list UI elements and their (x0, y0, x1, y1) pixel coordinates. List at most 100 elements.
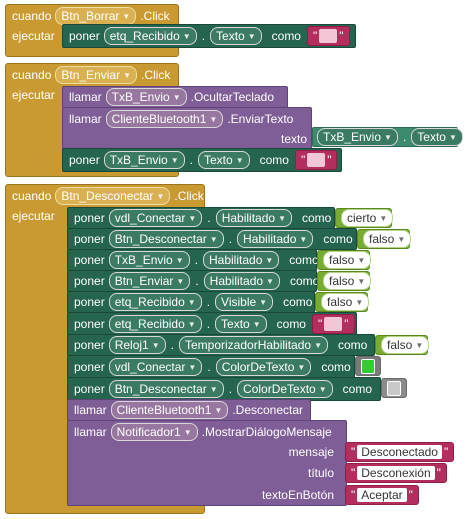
call-statement[interactable]: llamar ClienteBluetooth1 ▼ .Desconectar (67, 399, 311, 421)
set-statement[interactable]: poner Btn_Desconectar ▼ . Habilitado ▼ com… (67, 228, 357, 250)
llamar-label: llamar (69, 90, 102, 104)
dot-separator: . (195, 274, 199, 288)
chevron-down-icon: ▼ (415, 340, 424, 350)
text-block-mensaje[interactable]: " Desconectado " (345, 442, 455, 462)
empty-text-block[interactable]: " " (294, 150, 338, 170)
dot-separator: . (206, 317, 211, 331)
set-statement[interactable]: poner etq_Recibido ▼ . Texto ▼ como " " (67, 312, 357, 336)
set-statement[interactable]: poner vdl_Conectar ▼ . ColorDeTexto ▼ como (67, 355, 355, 379)
chevron-down-icon: ▼ (357, 255, 366, 265)
boolean-block[interactable]: falso ▼ (375, 335, 430, 355)
event-name: .Click (141, 68, 171, 82)
property-dropdown[interactable]: Texto ▼ (198, 151, 250, 169)
poner-label: poner (69, 29, 100, 43)
component-dropdown[interactable]: Btn_Desconectar ▼ (108, 230, 224, 248)
chevron-down-icon: ▼ (188, 362, 197, 372)
como-label: como (276, 317, 306, 331)
set-statement[interactable]: poner vdl_Conectar ▼ . Habilitado ▼ como (67, 207, 335, 229)
text-field[interactable]: Desconectado (357, 445, 442, 459)
set-statement[interactable]: poner TxB_Envio ▼ . Habilitado ▼ como (67, 249, 319, 271)
text-field[interactable]: Desconexión (357, 466, 435, 480)
component-dropdown[interactable]: ClienteBluetooth1 ▼ (105, 110, 224, 128)
chevron-down-icon: ▼ (379, 213, 388, 223)
call-statement-enviar-texto[interactable]: llamar ClienteBluetooth1 ▼ .EnviarTexto t… (62, 107, 312, 149)
property-dropdown[interactable]: Texto ▼ (210, 27, 262, 45)
quote-close: " (436, 466, 441, 480)
component-dropdown[interactable]: Btn_Desconectar ▼ (108, 380, 224, 398)
boolean-block[interactable]: cierto ▼ (335, 208, 394, 228)
set-statement[interactable]: poner etq_Recibido ▼ . Visible ▼ como (67, 291, 315, 313)
component-dropdown[interactable]: ClienteBluetooth1 ▼ (110, 401, 229, 419)
text-block-texto-en-boton[interactable]: " Aceptar " (345, 485, 419, 505)
boolean-dropdown[interactable]: falso ▼ (363, 230, 412, 248)
empty-text-block[interactable]: " " (311, 314, 355, 334)
color-swatch[interactable] (387, 380, 401, 396)
property-dropdown[interactable]: Texto ▼ (215, 315, 267, 333)
poner-label: poner (74, 338, 105, 352)
boolean-dropdown[interactable]: falso ▼ (323, 272, 372, 290)
boolean-dropdown[interactable]: cierto ▼ (341, 209, 394, 227)
component-dropdown[interactable]: Btn_Borrar ▼ (55, 7, 137, 25)
boolean-dropdown[interactable]: falso ▼ (323, 251, 372, 269)
component-dropdown[interactable]: TxB_Envio ▼ (317, 128, 398, 146)
set-statement[interactable]: poner etq_Recibido ▼ . Texto ▼ como " " (62, 24, 356, 48)
call-statement-mostrar-dialogo[interactable]: llamar Notificador1 ▼ .MostrarDiálogoMens… (67, 420, 347, 506)
property-dropdown[interactable]: ColorDeTexto ▼ (237, 380, 333, 398)
color-swatch[interactable] (361, 358, 375, 374)
color-block-gray[interactable] (381, 378, 407, 398)
chevron-down-icon: ▼ (176, 276, 185, 286)
property-dropdown[interactable]: Visible ▼ (215, 293, 274, 311)
poner-label: poner (74, 360, 105, 374)
chevron-down-icon: ▼ (355, 297, 364, 307)
quote-open: " (317, 317, 323, 331)
chevron-down-icon: ▼ (278, 213, 286, 223)
property-dropdown[interactable]: TemporizadorHabilitado ▼ (179, 336, 328, 354)
component-dropdown[interactable]: Btn_Enviar ▼ (55, 66, 137, 84)
text-field[interactable] (324, 317, 343, 331)
boolean-dropdown[interactable]: falso ▼ (381, 336, 430, 354)
set-statement[interactable]: poner Btn_Enviar ▼ . Habilitado ▼ como (67, 270, 319, 292)
property-dropdown[interactable]: Habilitado ▼ (215, 209, 292, 227)
component-dropdown[interactable]: vdl_Conectar ▼ (108, 209, 203, 227)
param-label: texto (280, 132, 307, 146)
chevron-down-icon: ▼ (209, 234, 218, 244)
quote-open: " (351, 488, 356, 502)
property-dropdown[interactable]: Habilitado ▼ (203, 272, 280, 290)
chevron-down-icon: ▼ (297, 362, 306, 372)
component-dropdown[interactable]: etq_Recibido ▼ (103, 27, 197, 45)
component-dropdown[interactable]: etq_Recibido ▼ (108, 293, 202, 311)
component-dropdown[interactable]: TxB_Envio ▼ (108, 251, 190, 269)
component-dropdown[interactable]: TxB_Envio ▼ (105, 88, 187, 106)
component-dropdown[interactable]: Reloj1 ▼ (108, 336, 166, 354)
text-field[interactable]: Aceptar (357, 488, 407, 502)
boolean-block[interactable]: falso ▼ (357, 229, 412, 249)
color-block-green[interactable] (355, 356, 381, 376)
property-dropdown[interactable]: ColorDeTexto ▼ (215, 358, 312, 376)
poner-label: poner (74, 382, 105, 396)
dot-separator: . (189, 153, 193, 167)
component-dropdown[interactable]: etq_Recibido ▼ (108, 315, 202, 333)
component-dropdown[interactable]: Btn_Desconectar ▼ (55, 187, 171, 205)
set-statement[interactable]: poner Reloj1 ▼ . TemporizadorHabilitado ▼ … (67, 334, 375, 356)
getter-block[interactable]: TxB_Envio ▼ . Texto ▼ (312, 127, 463, 147)
component-dropdown[interactable]: vdl_Conectar ▼ (108, 358, 203, 376)
boolean-dropdown[interactable]: falso ▼ (321, 293, 370, 311)
component-dropdown[interactable]: Btn_Enviar ▼ (108, 272, 191, 290)
boolean-block[interactable]: falso ▼ (317, 271, 372, 291)
text-field[interactable] (307, 153, 326, 167)
boolean-block[interactable]: falso ▼ (315, 292, 370, 312)
property-dropdown[interactable]: Habilitado ▼ (203, 251, 280, 269)
component-dropdown[interactable]: TxB_Envio ▼ (103, 151, 185, 169)
cuando-label: cuando (12, 68, 52, 82)
text-field[interactable] (319, 29, 338, 43)
call-statement[interactable]: llamar TxB_Envio ▼ .OcultarTeclado (62, 86, 288, 108)
empty-text-block[interactable]: " " (306, 26, 350, 46)
component-dropdown[interactable]: Notificador1 ▼ (110, 423, 198, 441)
property-dropdown[interactable]: Habilitado ▼ (237, 230, 314, 248)
boolean-block[interactable]: falso ▼ (317, 250, 372, 270)
property-dropdown[interactable]: Texto ▼ (411, 128, 463, 146)
set-statement[interactable]: poner Btn_Desconectar ▼ . ColorDeTexto ▼ c… (67, 377, 381, 401)
event-header: cuando Btn_Enviar ▼ .Click (6, 64, 170, 86)
text-block-titulo[interactable]: " Desconexión " (345, 463, 447, 483)
set-statement[interactable]: poner TxB_Envio ▼ . Texto ▼ como " " (62, 148, 342, 172)
